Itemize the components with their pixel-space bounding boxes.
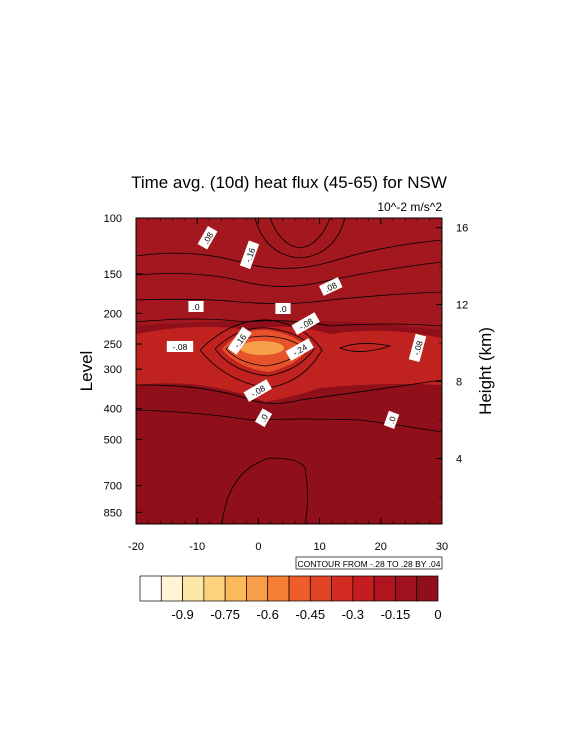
contour-label-text: -.08 (411, 339, 425, 356)
contour-label-box (383, 410, 400, 429)
y-tick-label: 300 (104, 364, 122, 376)
y-tick-label: 100 (104, 213, 122, 225)
colorbar-label: -0.45 (295, 607, 325, 622)
contour-label-box (408, 333, 427, 363)
colorbar-label: -0.75 (210, 607, 240, 622)
contour-label-text: -.08 (173, 342, 188, 352)
x-tick-label: -20 (128, 541, 144, 553)
colorbar-swatch (224, 575, 247, 602)
contour-label: .08 (319, 277, 343, 296)
colorbar-label: -0.9 (171, 607, 193, 622)
contour-label-text: .0 (258, 412, 270, 423)
contour-label-box (285, 338, 314, 361)
colorbar-swatch (182, 575, 205, 602)
x-tick-label: 30 (436, 541, 448, 553)
field-jet-center (240, 341, 284, 355)
x-tick-label: 0 (255, 541, 261, 553)
contour-label: -.08 (166, 341, 194, 352)
colorbar-label: -0.15 (381, 607, 411, 622)
contour-label-box (188, 301, 204, 312)
y-right-tick-label: 8 (456, 377, 462, 389)
x-axis: -20 -10 0 10 20 30 (128, 218, 448, 553)
colorbar-swatch (416, 575, 439, 602)
contour-label-text: .08 (324, 280, 339, 294)
contour-label: .0 (275, 303, 291, 314)
colorbar-swatch (373, 575, 396, 602)
contour-label-box (243, 379, 272, 402)
contour-label: -.16 (239, 240, 260, 270)
x-tick-label: -10 (189, 541, 205, 553)
y-right-tick-label: 4 (456, 454, 462, 466)
contour-info-box (295, 556, 443, 570)
contour-label-box (255, 408, 273, 428)
chart-title: Time avg. (10d) heat flux (45-65) for NS… (131, 173, 447, 192)
colorbar-swatch (352, 575, 375, 602)
contour-label-box (291, 312, 320, 335)
y-right-tick-label: 12 (456, 300, 468, 312)
y-tick-label: 200 (104, 308, 122, 320)
x-tick-label: 10 (313, 541, 325, 553)
colorbar-label: 0 (434, 607, 441, 622)
contour-label-box (227, 326, 252, 355)
colorbar-swatch (288, 575, 311, 602)
contour-label: -.08 (408, 333, 427, 363)
contour-lines (136, 218, 442, 524)
contour-label-text: .0 (279, 304, 286, 314)
field-upper-region (136, 218, 442, 330)
y-axis-label-right: Height (km) (476, 327, 495, 415)
y-tick-label: 150 (104, 269, 122, 281)
colorbar-swatch (331, 575, 354, 602)
contour-label-box (166, 341, 194, 352)
contour-label-box (239, 240, 260, 270)
y-tick-label: 250 (104, 339, 122, 351)
colorbar: -0.9 -0.75 -0.6 -0.45 -0.3 -0.15 0 (139, 575, 442, 622)
y-tick-label: 700 (104, 481, 122, 493)
colorbar-swatch (267, 575, 290, 602)
contour-label-text: .0 (192, 302, 199, 312)
y-axis-left: 100 150 200 250 300 400 500 700 850 (104, 213, 142, 519)
contour-info: CONTOUR FROM -.28 TO .28 BY .04 (298, 559, 441, 569)
x-tick-label: 20 (375, 541, 387, 553)
contour-label-box (197, 225, 218, 250)
y-tick-label: 400 (104, 404, 122, 416)
contour-label: .0 (188, 301, 204, 312)
contour-label-box (319, 277, 343, 296)
units-label: 10^-2 m/s^2 (377, 200, 442, 214)
plot-area: .08-.16.08.0.0-.08-.08 -.16-.24 -.08-.08.0… (136, 218, 442, 524)
y-axis-label: Level (77, 351, 96, 392)
plot-frame (135, 217, 443, 525)
contour-label-text: -.16 (243, 246, 257, 263)
y-right-tick-label: 16 (456, 223, 468, 235)
colorbar-swatch (246, 575, 269, 602)
y-axis-right: 16 12 8 4 (436, 223, 468, 498)
colorbar-swatch (309, 575, 332, 602)
colorbar-swatch (395, 575, 418, 602)
colorbar-swatch (160, 575, 183, 602)
y-tick-label: 850 (104, 507, 122, 519)
contour-label: .0 (383, 410, 400, 429)
y-tick-label: 500 (104, 434, 122, 446)
colorbar-label: -0.3 (342, 607, 364, 622)
contour-label: .0 (255, 408, 273, 428)
contour-label-text: .0 (386, 415, 398, 425)
colorbar-swatch (139, 575, 162, 602)
colorbar-swatch (203, 575, 226, 602)
contour-label-box (275, 303, 291, 314)
colorbar-label: -0.6 (257, 607, 279, 622)
